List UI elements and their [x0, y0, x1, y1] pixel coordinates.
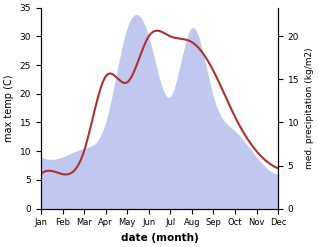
Y-axis label: med. precipitation (kg/m2): med. precipitation (kg/m2) [305, 47, 314, 169]
Y-axis label: max temp (C): max temp (C) [4, 74, 14, 142]
X-axis label: date (month): date (month) [121, 233, 198, 243]
